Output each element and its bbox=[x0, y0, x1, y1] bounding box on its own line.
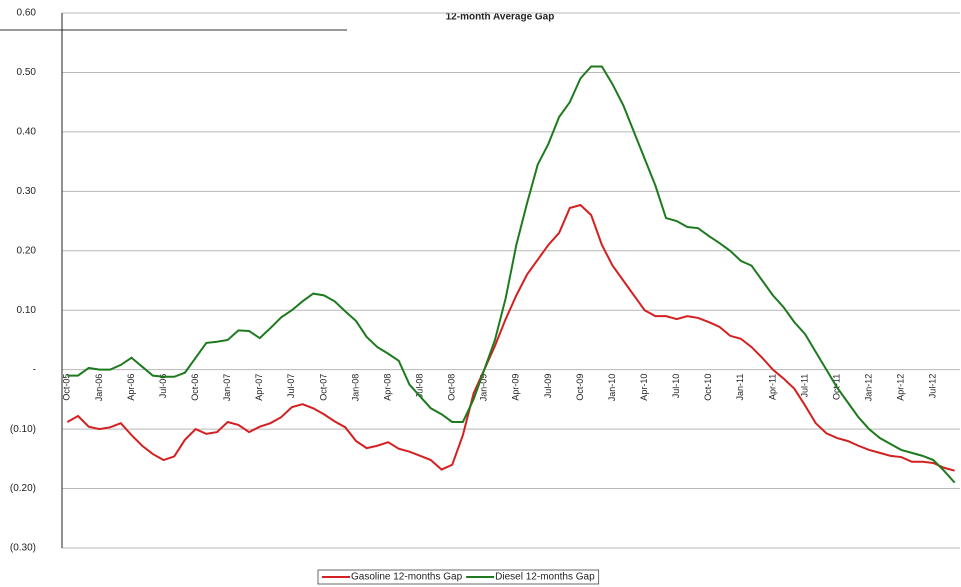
x-tick-label: Jan-12 bbox=[864, 374, 874, 402]
y-tick-label: 0.20 bbox=[17, 245, 37, 256]
x-tick-label: Oct-08 bbox=[447, 374, 457, 401]
y-tick-label: 0.60 bbox=[17, 8, 37, 19]
y-tick-label: 0.30 bbox=[17, 186, 37, 197]
x-tick-label: Apr-09 bbox=[511, 374, 521, 401]
x-tick-label: Jan-06 bbox=[94, 374, 104, 402]
y-tick-label: 0.40 bbox=[17, 127, 37, 138]
x-tick-label: Jan-11 bbox=[735, 374, 745, 401]
x-tick-label: Apr-12 bbox=[896, 374, 906, 401]
x-tick-label: Oct-09 bbox=[575, 374, 585, 401]
x-tick-label: Oct-10 bbox=[703, 374, 713, 401]
chart-title: 12-month Average Gap bbox=[446, 12, 555, 23]
series-line bbox=[66, 203, 955, 472]
x-tick-label: Apr-06 bbox=[126, 374, 136, 401]
legend: Gasoline 12-months Gap Diesel 12-months G… bbox=[317, 569, 600, 585]
x-tick-label: Apr-11 bbox=[767, 374, 777, 400]
x-tick-label: Jul-06 bbox=[158, 374, 168, 399]
x-tick-label: Jan-10 bbox=[607, 374, 617, 402]
x-tick-label: Oct-07 bbox=[318, 374, 328, 401]
x-tick-label: Apr-08 bbox=[382, 374, 392, 401]
x-tick-label: Jul-11 bbox=[799, 374, 809, 398]
y-tick-label: (0.20) bbox=[10, 483, 36, 494]
x-tick-label: Apr-07 bbox=[254, 374, 264, 401]
y-tick-label: 0.50 bbox=[17, 67, 37, 78]
x-tick-label: Jul-07 bbox=[286, 374, 296, 399]
x-tick-label: Jul-10 bbox=[671, 374, 681, 399]
x-tick-label: Jul-08 bbox=[415, 374, 425, 399]
x-tick-label: Oct-05 bbox=[62, 374, 72, 401]
x-tick-label: Jul-12 bbox=[928, 374, 938, 399]
y-tick-label: (0.30) bbox=[10, 543, 36, 554]
x-tick-label: Jan-09 bbox=[479, 374, 489, 402]
x-tick-label: Jul-09 bbox=[543, 374, 553, 399]
x-tick-label: Jan-08 bbox=[350, 374, 360, 402]
y-tick-label: 0.10 bbox=[17, 305, 37, 316]
x-tick-label: Oct-06 bbox=[190, 374, 200, 401]
x-tick-label: Jan-07 bbox=[222, 374, 232, 402]
legend-box bbox=[317, 569, 600, 585]
legend-label: Gasoline 12-months Gap bbox=[351, 572, 463, 583]
y-tick-label: (0.10) bbox=[10, 424, 36, 435]
legend-label: Diesel 12-months Gap bbox=[495, 572, 595, 583]
y-tick-label: - bbox=[33, 364, 36, 375]
series-line bbox=[67, 65, 956, 484]
x-tick-label: Apr-10 bbox=[639, 374, 649, 401]
